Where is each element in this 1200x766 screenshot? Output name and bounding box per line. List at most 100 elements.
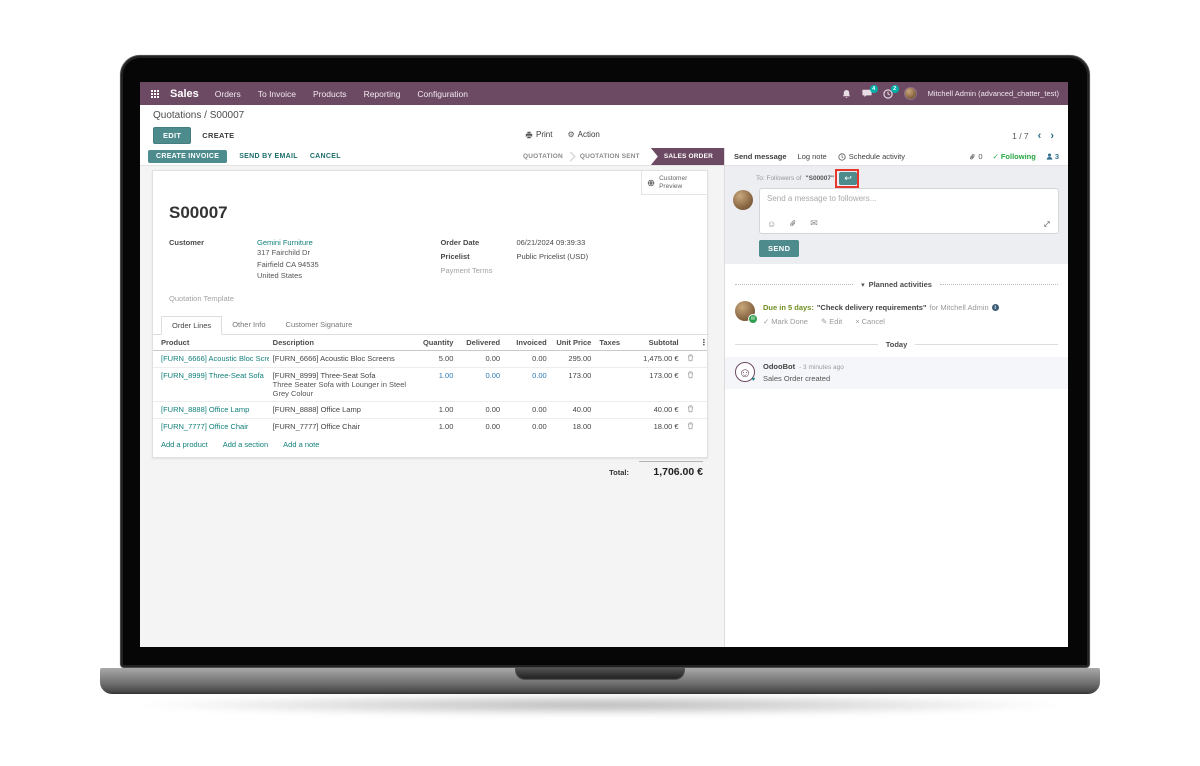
customer-preview-button[interactable]: Customer Preview: [641, 171, 707, 195]
activity-content: Due in 5 days: "Check delivery requireme…: [763, 301, 999, 326]
total-amount: 1,706.00 €: [639, 460, 703, 478]
followers-button[interactable]: 3: [1046, 152, 1059, 161]
cancel-button[interactable]: CANCEL: [309, 153, 341, 160]
total-label: Total:: [609, 467, 629, 477]
pager-next-icon[interactable]: ›: [1050, 129, 1054, 142]
pager: 1 / 7 ‹ ›: [1012, 129, 1054, 142]
email-icon[interactable]: ✉: [810, 218, 818, 228]
nav-item-orders[interactable]: Orders: [214, 88, 241, 99]
create-button[interactable]: CREATE: [202, 131, 235, 140]
message-input[interactable]: Send a message to followers... ☺ ✉: [759, 188, 1059, 234]
print-menu[interactable]: Print: [525, 130, 552, 139]
apps-menu-icon[interactable]: [151, 89, 159, 98]
reply-all-button[interactable]: ↩: [835, 169, 860, 188]
col-quantity[interactable]: Quantity: [412, 334, 458, 351]
user-avatar[interactable]: [903, 87, 917, 100]
table-row[interactable]: [FURN_8999] Three-Seat Sofa [FURN_8999] …: [153, 366, 707, 402]
add-section-link[interactable]: Add a section: [222, 439, 269, 449]
product-link[interactable]: [FURN_6666] Acoustic Bloc Screens: [161, 353, 269, 363]
pencil-icon: ✎: [820, 317, 828, 326]
composer-toolbar: ☺ ✉: [767, 218, 1051, 229]
user-menu[interactable]: Mitchell Admin (advanced_chatter_test): [927, 89, 1059, 98]
tab-order-lines[interactable]: Order Lines: [161, 315, 223, 335]
table-row[interactable]: [FURN_7777] Office Chair [FURN_7777] Off…: [153, 417, 707, 435]
tab-customer-signature[interactable]: Customer Signature: [285, 319, 353, 329]
table-header-row: Product Description Quantity Delivered I…: [153, 334, 707, 351]
action-menu[interactable]: ⚙ Action: [567, 130, 600, 139]
activity-due: Due in 5 days:: [763, 303, 814, 312]
activities-icon[interactable]: 2: [883, 84, 899, 99]
create-invoice-button[interactable]: CREATE INVOICE: [148, 150, 228, 163]
breadcrumb-separator: /: [201, 110, 210, 121]
col-subtotal[interactable]: Subtotal: [625, 334, 683, 351]
col-product[interactable]: Product: [153, 334, 269, 351]
bell-icon[interactable]: [842, 89, 851, 99]
breadcrumb-quotations[interactable]: Quotations: [153, 110, 202, 121]
mark-done-button[interactable]: ✓ Mark Done: [763, 317, 808, 326]
tab-other-info[interactable]: Other Info: [232, 319, 266, 329]
state-quotation[interactable]: QUOTATION: [523, 153, 563, 160]
product-link[interactable]: [FURN_7777] Office Chair: [161, 421, 249, 431]
col-description[interactable]: Description: [268, 334, 413, 351]
schedule-activity-tab[interactable]: Schedule activity: [838, 152, 905, 161]
nav-item-reporting[interactable]: Reporting: [363, 88, 401, 99]
following-button[interactable]: ✓ Following: [992, 152, 1036, 161]
messages-icon[interactable]: 4: [862, 85, 878, 98]
add-product-link[interactable]: Add a product: [161, 439, 208, 449]
laptop-shadow: [130, 694, 1070, 716]
delete-line-icon[interactable]: [687, 405, 694, 413]
delete-line-icon[interactable]: [687, 422, 694, 430]
nav-item-to-invoice[interactable]: To Invoice: [257, 88, 297, 99]
message-content: OdooBot - 3 minutes ago Sales Order crea…: [763, 362, 844, 383]
customer-link[interactable]: Gemini Furniture: [257, 238, 313, 247]
log-note-tab[interactable]: Log note: [797, 152, 827, 161]
order-date-label: Order Date: [440, 238, 480, 247]
app-name[interactable]: Sales: [170, 87, 199, 100]
nav-item-configuration[interactable]: Configuration: [417, 88, 468, 99]
pricelist-label: Pricelist: [440, 252, 470, 261]
planned-activities-toggle[interactable]: ▾ Planned activities: [861, 280, 932, 289]
table-row[interactable]: [FURN_8888] Office Lamp [FURN_8888] Offi…: [153, 400, 707, 419]
col-taxes[interactable]: Taxes: [595, 334, 626, 351]
col-delivered[interactable]: Delivered: [457, 334, 505, 351]
address-line: Fairfield CA 94535: [257, 259, 319, 269]
pager-previous-icon[interactable]: ‹: [1037, 129, 1042, 142]
full-composer-icon[interactable]: [1043, 220, 1051, 228]
attachments-button[interactable]: 0: [969, 152, 983, 161]
add-note-link[interactable]: Add a note: [283, 439, 320, 449]
product-link[interactable]: [FURN_8999] Three-Seat Sofa: [161, 370, 264, 380]
address-line: United States: [257, 271, 303, 281]
clock-icon: [838, 152, 846, 161]
col-unit-price[interactable]: Unit Price: [550, 334, 596, 351]
activity-item: ✉ Due in 5 days: "Check delivery require…: [725, 301, 1068, 326]
chatter-topbar-right: 0 ✓ Following 3: [969, 152, 1059, 161]
state-quotation-sent[interactable]: QUOTATION SENT: [579, 153, 640, 160]
planned-activities-separator: ▾ Planned activities: [725, 280, 1068, 289]
edit-button[interactable]: EDIT: [153, 127, 192, 144]
edit-activity-button[interactable]: ✎ Edit: [820, 317, 843, 326]
activity-assignee: for Mitchell Admin: [929, 303, 989, 312]
table-row[interactable]: [FURN_6666] Acoustic Bloc Screens [FURN_…: [153, 350, 707, 367]
smiley-icon: ☺: [738, 364, 752, 380]
nav-item-products[interactable]: Products: [313, 88, 347, 99]
state-sales-order[interactable]: SALES ORDER: [650, 148, 724, 165]
pager-value: 1 / 7: [1012, 130, 1029, 141]
product-link[interactable]: [FURN_8888] Office Lamp: [161, 404, 250, 414]
info-icon[interactable]: i: [991, 304, 999, 311]
attach-file-icon[interactable]: [789, 219, 797, 228]
cancel-activity-button[interactable]: × Cancel: [855, 317, 885, 326]
delete-line-icon[interactable]: [687, 354, 694, 362]
emoji-icon[interactable]: ☺: [767, 218, 777, 229]
send-by-email-button[interactable]: SEND BY EMAIL: [239, 153, 298, 160]
navbar-right: 4 2 Mitchell Admin (advanced_chatter_tes…: [842, 84, 1059, 100]
today-label: Today: [885, 340, 908, 349]
col-invoiced[interactable]: Invoiced: [504, 334, 551, 351]
send-message-tab[interactable]: Send message: [734, 152, 787, 161]
list-add-links: Add a product Add a section Add a note: [153, 435, 707, 449]
message-author[interactable]: OdooBot: [763, 362, 796, 371]
delete-line-icon[interactable]: [687, 371, 694, 379]
payment-terms-label: Payment Terms: [440, 266, 493, 275]
action-menus: Print ⚙ Action: [525, 130, 600, 139]
column-options-icon[interactable]: ⋮: [695, 334, 707, 351]
send-button[interactable]: SEND: [759, 240, 800, 257]
